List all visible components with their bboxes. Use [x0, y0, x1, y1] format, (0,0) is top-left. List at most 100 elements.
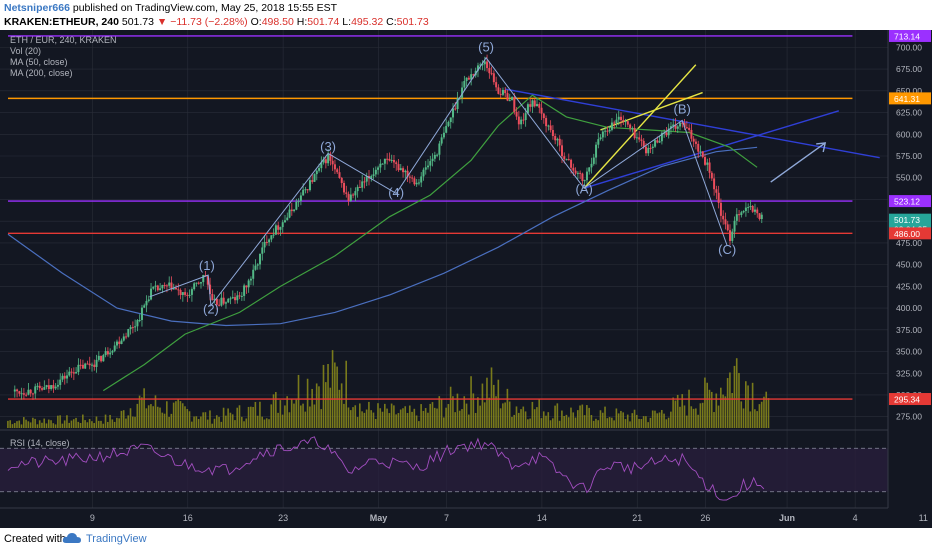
candle-body [156, 285, 159, 291]
wave-label: (A) [575, 181, 592, 196]
volume-bar [193, 416, 195, 428]
candle-body [363, 181, 366, 183]
candle-body [47, 385, 50, 390]
volume-bar [125, 418, 127, 428]
volume-bar [227, 408, 229, 428]
volume-bar [172, 402, 175, 428]
time-axis-background [0, 508, 932, 528]
author-name[interactable]: Netsniper666 [4, 2, 70, 14]
wave-label: (3) [320, 139, 336, 154]
candle-body [669, 126, 672, 129]
price-tick-label: 400.00 [896, 303, 922, 313]
candle-body [277, 225, 280, 230]
volume-bar [29, 422, 32, 428]
ohlc-high-key: H: [296, 16, 308, 28]
wave-label: (5) [478, 40, 494, 55]
candle-body [517, 116, 520, 125]
volume-bar [152, 406, 155, 428]
volume-bar [497, 379, 500, 428]
candle-body [576, 172, 579, 174]
volume-bar [504, 402, 506, 428]
candle-body [152, 286, 155, 289]
candle-body [199, 282, 202, 284]
volume-bar [506, 388, 509, 428]
volume-bar [440, 399, 443, 428]
candle-body [467, 77, 470, 80]
price-chart[interactable]: (1) (2) (3) (4) (5) (A) (B) (C) 20.0040.0060.00… [0, 29, 932, 528]
wave-label: (4) [388, 185, 404, 200]
created-with-text: Created with [4, 533, 66, 545]
candle-body [22, 393, 25, 395]
volume-bar [247, 406, 250, 428]
tradingview-brand[interactable]: TradingView [86, 533, 147, 545]
candle-body [406, 170, 409, 177]
candle-body [236, 295, 239, 301]
volume-bar [549, 420, 552, 428]
chart-area[interactable]: (1) (2) (3) (4) (5) (A) (B) (C) 20.0040.0060.00… [0, 29, 932, 528]
volume-bar [275, 392, 277, 428]
moving-averages [7, 94, 758, 392]
candle-body [140, 307, 143, 320]
volume-bar [588, 407, 590, 428]
candle-body [377, 167, 380, 170]
price-tick-label: 325.00 [896, 368, 922, 378]
volume-bar [63, 420, 66, 428]
time-tick-label: 9 [90, 513, 95, 523]
volume-bar [202, 412, 204, 428]
volume-bar [131, 416, 134, 428]
volume-bar [329, 387, 332, 428]
volume-bar [545, 415, 547, 428]
volume-bar [313, 404, 316, 428]
legend-ma50: MA (50, close) [10, 57, 68, 67]
volume-bar [168, 416, 170, 428]
candle-body [283, 220, 286, 223]
volume-bar [143, 388, 145, 428]
volume-bar [41, 422, 43, 428]
candle-body [463, 80, 466, 88]
candle-body [308, 180, 311, 191]
candle-body [560, 145, 563, 157]
candle-body [501, 89, 504, 95]
volume-bar [154, 395, 157, 428]
candle-body [238, 295, 241, 297]
candle-body [154, 285, 157, 287]
candle-body [138, 319, 141, 321]
volume-bar [368, 401, 370, 428]
candle-body [179, 289, 182, 296]
price-tick-label: 550.00 [896, 173, 922, 183]
candle-body [413, 178, 416, 185]
volume-bar [359, 403, 361, 428]
volume-bar [356, 417, 359, 428]
volume-bar [377, 403, 379, 428]
candle-body [429, 161, 432, 166]
volume-bar [649, 417, 652, 428]
candle-body [234, 297, 237, 301]
volume-bar [243, 421, 245, 428]
candle-body [125, 336, 128, 338]
volume-bar [222, 407, 225, 428]
time-axis: 9 16 23 May 7 14 21 26 Jun 4 11 [0, 507, 932, 528]
volume-bar [431, 402, 434, 428]
volume-bar [427, 412, 429, 428]
volume-bar [724, 396, 727, 428]
volume-bar [218, 416, 220, 428]
volume-bar [697, 414, 699, 428]
candle-body [313, 174, 316, 182]
candle-body [161, 285, 164, 289]
candle-body [27, 389, 30, 395]
volume-bar [665, 419, 668, 428]
candle-body [683, 122, 686, 128]
volume-bar [72, 419, 75, 428]
volume-bar [311, 388, 313, 428]
volume-bar [565, 414, 568, 428]
price-tick-label: 425.00 [896, 281, 922, 291]
volume-bar [252, 407, 254, 428]
volume-bar [304, 411, 307, 428]
price-tick-label: 350.00 [896, 347, 922, 357]
candle-body [345, 192, 348, 194]
volume-bar [717, 405, 720, 428]
volume-bar [554, 405, 556, 428]
volume-bar [102, 423, 105, 428]
volume-bar [111, 419, 114, 428]
volume-bar [238, 405, 241, 428]
